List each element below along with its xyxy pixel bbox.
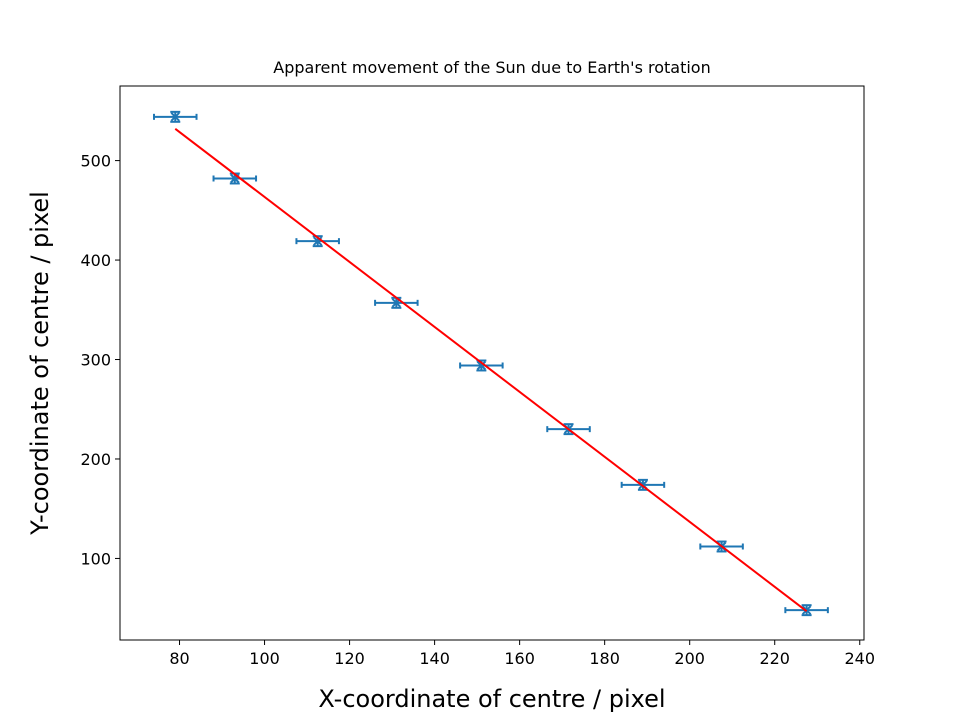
x-tick-label: 120 bbox=[334, 649, 365, 668]
fit-line bbox=[174, 127, 808, 612]
x-axis: 80 100 120 140 160 180 200 220 240 bbox=[169, 640, 875, 668]
y-tick-label: 200 bbox=[80, 450, 111, 469]
x-tick-label: 160 bbox=[504, 649, 535, 668]
x-tick-label: 140 bbox=[419, 649, 450, 668]
x-tick-label: 180 bbox=[589, 649, 620, 668]
plot-frame bbox=[119, 85, 865, 641]
y-axis-label: Y-coordinate of centre / pixel bbox=[26, 191, 54, 536]
x-tick-label: 240 bbox=[844, 649, 875, 668]
x-tick-label: 100 bbox=[249, 649, 280, 668]
plot-area bbox=[153, 110, 829, 617]
y-tick-label: 400 bbox=[80, 251, 111, 270]
chart-title: Apparent movement of the Sun due to Eart… bbox=[273, 58, 710, 77]
y-tick-label: 300 bbox=[80, 351, 111, 370]
data-point bbox=[374, 296, 419, 309]
y-axis: 100 200 300 400 500 bbox=[80, 152, 120, 568]
y-tick-label: 100 bbox=[80, 549, 111, 568]
point-marker bbox=[170, 112, 180, 122]
x-tick-label: 220 bbox=[759, 649, 790, 668]
x-axis-label: X-coordinate of centre / pixel bbox=[318, 685, 665, 713]
x-tick-label: 80 bbox=[169, 649, 189, 668]
point-marker bbox=[476, 360, 487, 371]
data-point bbox=[153, 110, 198, 123]
y-tick-label: 500 bbox=[80, 152, 111, 171]
x-tick-label: 200 bbox=[674, 649, 705, 668]
